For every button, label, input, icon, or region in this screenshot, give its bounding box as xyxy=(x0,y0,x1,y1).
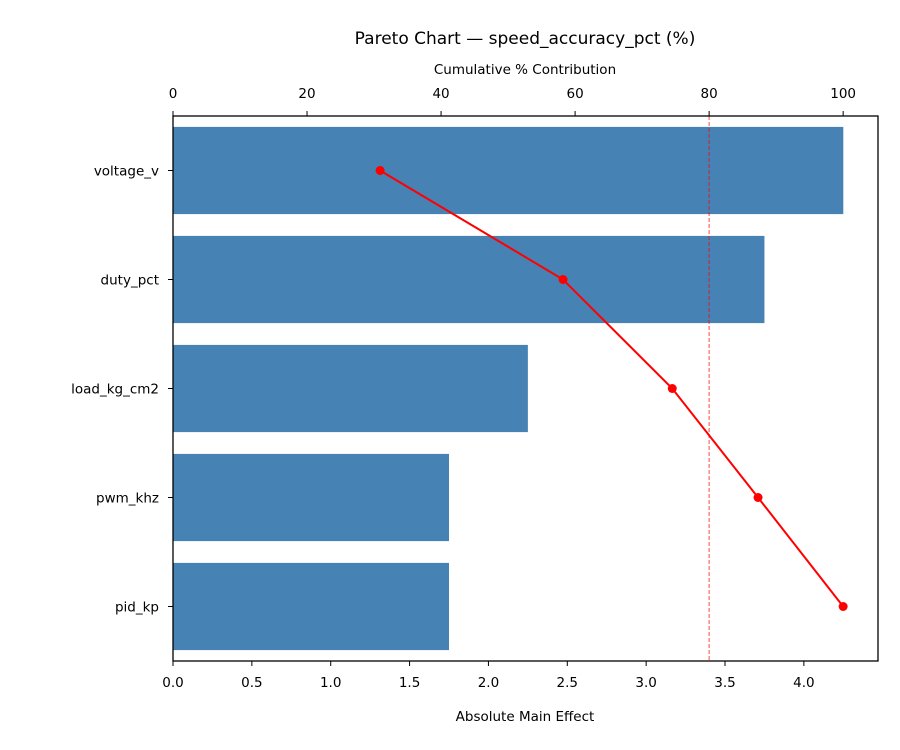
x-tick-label: 2.0 xyxy=(478,675,499,691)
x-tick-label: 1.0 xyxy=(320,675,341,691)
top-x-tick-label: 60 xyxy=(566,86,583,102)
cumulative-marker xyxy=(558,275,568,284)
x-tick-label: 0.5 xyxy=(241,675,262,691)
x-tick-label: 3.0 xyxy=(635,675,656,691)
plot-area: voltage_v duty_pct load_kg_cm2 pwm_khz pid_k… xyxy=(71,86,879,691)
cumulative-marker xyxy=(753,493,763,502)
bar-pid_kp xyxy=(173,562,450,651)
y-tick-label: voltage_v xyxy=(94,164,159,180)
top-x-tick-label: 80 xyxy=(701,86,718,102)
bottom-axis-label: Absolute Main Effect xyxy=(456,709,595,725)
top-axis-label: Cumulative % Contribution xyxy=(434,62,616,78)
x-tick-label: 2.5 xyxy=(557,675,578,691)
top-x-tick-label: 40 xyxy=(432,86,449,102)
bar-voltage_v xyxy=(173,126,844,215)
bar-duty_pct xyxy=(173,235,765,324)
top-x-tick-label: 0 xyxy=(169,86,178,102)
y-tick-label: pwm_khz xyxy=(96,491,159,507)
cumulative-marker xyxy=(838,602,848,611)
y-tick-label: duty_pct xyxy=(101,273,159,289)
x-tick-label: 1.5 xyxy=(399,675,420,691)
chart-title: Pareto Chart — speed_accuracy_pct (%) xyxy=(355,29,696,49)
y-tick-label: load_kg_cm2 xyxy=(71,382,159,398)
bar-load_kg_cm2 xyxy=(173,344,528,433)
cumulative-marker xyxy=(375,166,385,175)
top-x-tick-label: 100 xyxy=(830,86,856,102)
bar-pwm_khz xyxy=(173,453,450,542)
top-x-tick-label: 20 xyxy=(298,86,315,102)
x-tick-label: 3.5 xyxy=(714,675,735,691)
y-tick-label: pid_kp xyxy=(115,600,159,616)
axes-frame xyxy=(172,115,879,662)
x-tick-label: 0.0 xyxy=(162,675,183,691)
cumulative-marker xyxy=(667,384,677,393)
x-tick-label: 4.0 xyxy=(793,675,814,691)
